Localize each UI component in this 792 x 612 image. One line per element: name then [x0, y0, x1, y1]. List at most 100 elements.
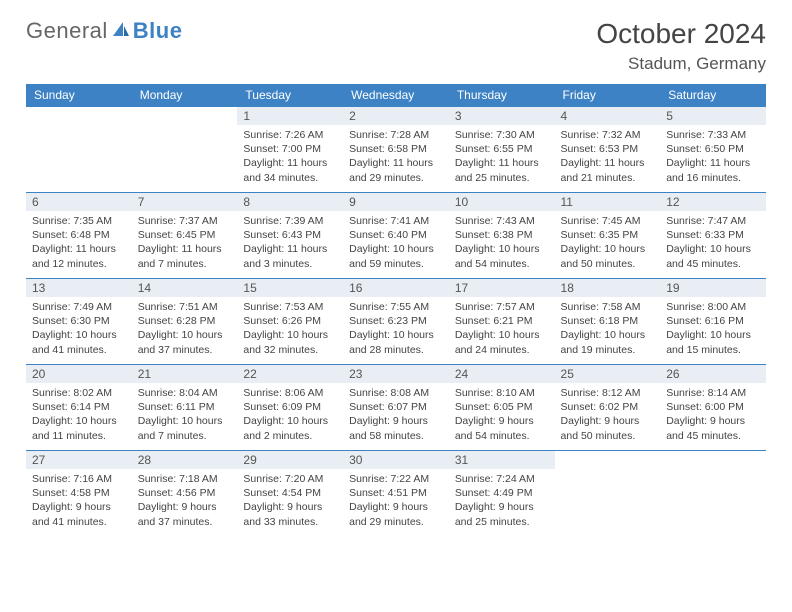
day-number: 11 — [555, 193, 661, 211]
day-day2: and 54 minutes. — [455, 257, 549, 271]
day-sunrise: Sunrise: 7:22 AM — [349, 472, 443, 486]
day-number: 20 — [26, 365, 132, 383]
calendar-day-cell: 19Sunrise: 8:00 AMSunset: 6:16 PMDayligh… — [660, 279, 766, 365]
day-number: 19 — [660, 279, 766, 297]
calendar-body: 1Sunrise: 7:26 AMSunset: 7:00 PMDaylight… — [26, 107, 766, 537]
day-sunrise: Sunrise: 7:53 AM — [243, 300, 337, 314]
dayhead-wed: Wednesday — [343, 84, 449, 107]
day-sunrise: Sunrise: 7:43 AM — [455, 214, 549, 228]
day-sunrise: Sunrise: 7:39 AM — [243, 214, 337, 228]
dayhead-sat: Saturday — [660, 84, 766, 107]
day-sunset: Sunset: 6:58 PM — [349, 142, 443, 156]
day-day2: and 25 minutes. — [455, 171, 549, 185]
day-sunset: Sunset: 4:58 PM — [32, 486, 126, 500]
calendar-week-row: 1Sunrise: 7:26 AMSunset: 7:00 PMDaylight… — [26, 107, 766, 193]
day-day2: and 12 minutes. — [32, 257, 126, 271]
day-sunrise: Sunrise: 8:14 AM — [666, 386, 760, 400]
day-sunrise: Sunrise: 8:12 AM — [561, 386, 655, 400]
day-sunset: Sunset: 6:14 PM — [32, 400, 126, 414]
day-sunrise: Sunrise: 8:08 AM — [349, 386, 443, 400]
day-day1: Daylight: 11 hours — [243, 242, 337, 256]
day-sunrise: Sunrise: 7:16 AM — [32, 472, 126, 486]
day-sunset: Sunset: 6:48 PM — [32, 228, 126, 242]
day-sunset: Sunset: 6:33 PM — [666, 228, 760, 242]
calendar-day-cell: 9Sunrise: 7:41 AMSunset: 6:40 PMDaylight… — [343, 193, 449, 279]
day-sunset: Sunset: 6:00 PM — [666, 400, 760, 414]
day-sunrise: Sunrise: 8:10 AM — [455, 386, 549, 400]
dayhead-tue: Tuesday — [237, 84, 343, 107]
calendar-day-cell: 14Sunrise: 7:51 AMSunset: 6:28 PMDayligh… — [132, 279, 238, 365]
calendar-day-cell: 21Sunrise: 8:04 AMSunset: 6:11 PMDayligh… — [132, 365, 238, 451]
day-sunrise: Sunrise: 8:02 AM — [32, 386, 126, 400]
calendar-day-cell: 11Sunrise: 7:45 AMSunset: 6:35 PMDayligh… — [555, 193, 661, 279]
day-sunset: Sunset: 6:38 PM — [455, 228, 549, 242]
day-day2: and 3 minutes. — [243, 257, 337, 271]
day-number: 30 — [343, 451, 449, 469]
day-day1: Daylight: 9 hours — [32, 500, 126, 514]
brand-logo: General Blue — [26, 18, 182, 44]
day-day2: and 37 minutes. — [138, 343, 232, 357]
day-sunrise: Sunrise: 7:45 AM — [561, 214, 655, 228]
day-number: 27 — [26, 451, 132, 469]
calendar-day-cell: 8Sunrise: 7:39 AMSunset: 6:43 PMDaylight… — [237, 193, 343, 279]
calendar-day-cell: 20Sunrise: 8:02 AMSunset: 6:14 PMDayligh… — [26, 365, 132, 451]
day-day1: Daylight: 9 hours — [455, 414, 549, 428]
day-number: 24 — [449, 365, 555, 383]
calendar-day-cell: 22Sunrise: 8:06 AMSunset: 6:09 PMDayligh… — [237, 365, 343, 451]
calendar-day-cell: 2Sunrise: 7:28 AMSunset: 6:58 PMDaylight… — [343, 107, 449, 193]
day-number: 7 — [132, 193, 238, 211]
sail-icon — [111, 20, 131, 38]
day-day1: Daylight: 11 hours — [32, 242, 126, 256]
calendar-day-cell: 23Sunrise: 8:08 AMSunset: 6:07 PMDayligh… — [343, 365, 449, 451]
day-number: 4 — [555, 107, 661, 125]
day-day2: and 59 minutes. — [349, 257, 443, 271]
calendar-day-cell: 26Sunrise: 8:14 AMSunset: 6:00 PMDayligh… — [660, 365, 766, 451]
calendar-empty-cell — [26, 107, 132, 193]
day-day1: Daylight: 9 hours — [455, 500, 549, 514]
dayhead-mon: Monday — [132, 84, 238, 107]
day-day1: Daylight: 10 hours — [455, 328, 549, 342]
day-number: 29 — [237, 451, 343, 469]
day-number: 28 — [132, 451, 238, 469]
day-day2: and 7 minutes. — [138, 429, 232, 443]
calendar-week-row: 27Sunrise: 7:16 AMSunset: 4:58 PMDayligh… — [26, 451, 766, 537]
day-number: 14 — [132, 279, 238, 297]
day-sunset: Sunset: 6:50 PM — [666, 142, 760, 156]
day-number: 3 — [449, 107, 555, 125]
calendar-day-cell: 28Sunrise: 7:18 AMSunset: 4:56 PMDayligh… — [132, 451, 238, 537]
day-sunrise: Sunrise: 7:47 AM — [666, 214, 760, 228]
day-day1: Daylight: 9 hours — [243, 500, 337, 514]
day-sunset: Sunset: 6:26 PM — [243, 314, 337, 328]
day-day2: and 33 minutes. — [243, 515, 337, 529]
day-day2: and 45 minutes. — [666, 429, 760, 443]
day-sunrise: Sunrise: 8:04 AM — [138, 386, 232, 400]
day-day1: Daylight: 9 hours — [666, 414, 760, 428]
day-sunrise: Sunrise: 7:33 AM — [666, 128, 760, 142]
calendar-day-cell: 12Sunrise: 7:47 AMSunset: 6:33 PMDayligh… — [660, 193, 766, 279]
day-day1: Daylight: 10 hours — [349, 242, 443, 256]
day-day1: Daylight: 11 hours — [666, 156, 760, 170]
day-day2: and 34 minutes. — [243, 171, 337, 185]
calendar-empty-cell — [555, 451, 661, 537]
calendar-day-cell: 27 Sunrise: 7:16 AMSunset: 4:58 PMDayligh… — [26, 451, 132, 537]
day-day1: Daylight: 10 hours — [349, 328, 443, 342]
day-day1: Daylight: 10 hours — [138, 328, 232, 342]
day-sunset: Sunset: 7:00 PM — [243, 142, 337, 156]
day-number: 22 — [237, 365, 343, 383]
dayhead-thu: Thursday — [449, 84, 555, 107]
day-day1: Daylight: 10 hours — [666, 242, 760, 256]
day-sunset: Sunset: 6:07 PM — [349, 400, 443, 414]
day-day2: and 16 minutes. — [666, 171, 760, 185]
calendar-table: Sunday Monday Tuesday Wednesday Thursday… — [26, 84, 766, 537]
day-number: 15 — [237, 279, 343, 297]
day-day1: Daylight: 10 hours — [666, 328, 760, 342]
calendar-day-cell: 16Sunrise: 7:55 AMSunset: 6:23 PMDayligh… — [343, 279, 449, 365]
day-day2: and 19 minutes. — [561, 343, 655, 357]
calendar-day-cell: 25Sunrise: 8:12 AMSunset: 6:02 PMDayligh… — [555, 365, 661, 451]
brand-part2: Blue — [133, 18, 183, 44]
day-day2: and 21 minutes. — [561, 171, 655, 185]
day-day2: and 7 minutes. — [138, 257, 232, 271]
day-sunrise: Sunrise: 7:18 AM — [138, 472, 232, 486]
day-day2: and 50 minutes. — [561, 429, 655, 443]
day-day1: Daylight: 11 hours — [455, 156, 549, 170]
